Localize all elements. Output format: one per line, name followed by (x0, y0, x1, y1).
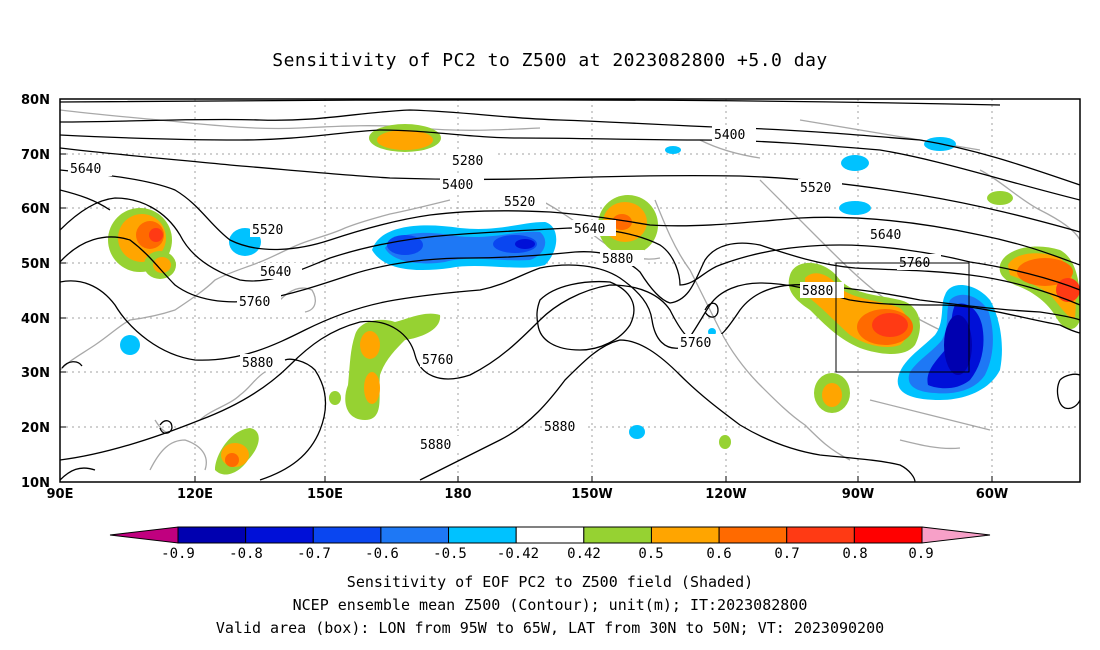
contour-label: 5400 (714, 128, 745, 143)
colorbar-label: -0.8 (229, 546, 263, 562)
colorbar-label: -0.7 (297, 546, 331, 562)
lon-label: 90W (842, 487, 874, 502)
contour-labels: 5280 5400 5400 5520 5520 5520 5640 5640 … (68, 126, 941, 453)
map-title: Sensitivity of PC2 to Z500 at 2023082800… (272, 50, 828, 71)
caption-line-1: Sensitivity of EOF PC2 to Z500 field (Sh… (346, 573, 754, 591)
lat-label: 60N (21, 202, 50, 217)
z500-contours (60, 99, 1080, 482)
colorbar-segment (380, 526, 450, 544)
colorbar-segment (583, 526, 652, 544)
contour-label: 5640 (70, 162, 101, 177)
contour-label: 5760 (680, 336, 711, 351)
contour-label: 5880 (420, 438, 451, 453)
colorbar-label: 0.8 (842, 546, 867, 562)
colorbar-label: -0.5 (433, 546, 467, 562)
contour-label: 5760 (239, 295, 270, 310)
colorbar-segment (786, 526, 855, 544)
valid-area-box (835, 262, 970, 373)
lat-label: 40N (21, 312, 50, 327)
caption-line-3: Valid area (box): LON from 95W to 65W, L… (215, 619, 885, 637)
colorbar-label: 0.7 (774, 546, 799, 562)
colorbar-segment (312, 526, 382, 544)
colorbar-segment (245, 526, 314, 544)
contour-label: 5520 (504, 195, 535, 210)
contour-label: 5400 (442, 178, 473, 193)
lon-label: 120E (177, 487, 213, 502)
lon-label: 150W (571, 487, 612, 502)
contour-label: 5880 (544, 420, 575, 435)
contour-label: 5640 (574, 222, 605, 237)
grid-lines (60, 99, 1080, 482)
lat-label: 20N (21, 421, 50, 436)
colorbar-segment (109, 526, 179, 544)
contour-label: 5880 (242, 356, 273, 371)
contour-label: 5280 (452, 154, 483, 169)
lat-label: 30N (21, 366, 50, 381)
caption-line-2: NCEP ensemble mean Z500 (Contour); unit(… (292, 596, 808, 614)
colorbar-label: -0.6 (365, 546, 399, 562)
contour-label: 5880 (602, 252, 633, 267)
contour-label: 5640 (870, 228, 901, 243)
axis-ticks (60, 98, 993, 482)
lon-label: 120W (705, 487, 746, 502)
colorbar-labels: -0.9 -0.8 -0.7 -0.6 -0.5 -0.42 0.42 0.5 … (161, 546, 934, 562)
lon-label: 150E (307, 487, 343, 502)
contour-label: 5640 (260, 265, 291, 280)
lon-label: 60W (976, 487, 1008, 502)
colorbar-label: 0.6 (706, 546, 731, 562)
sensitivity-map: 5280 5400 5400 5520 5520 5520 5640 5640 … (21, 93, 1081, 562)
lat-label: 80N (21, 93, 50, 108)
colorbar-segment (650, 526, 720, 544)
latitude-axis: 80N 70N 60N 50N 40N 30N 20N 10N (21, 93, 50, 491)
colorbar-label: -0.42 (497, 546, 539, 562)
colorbar-segment (853, 526, 923, 544)
lat-label: 50N (21, 257, 50, 272)
colorbar (109, 526, 991, 544)
colorbar-segment (718, 526, 788, 544)
longitude-axis: 90E 120E 150E 180 150W 120W 90W 60W (47, 487, 1009, 502)
colorbar-segment (448, 526, 517, 544)
colorbar-segment (921, 526, 991, 544)
contour-label: 5760 (422, 353, 453, 368)
lat-label: 10N (21, 476, 50, 491)
colorbar-label: 0.9 (908, 546, 933, 562)
contour-label: 5520 (252, 223, 283, 238)
colorbar-label: 0.5 (638, 546, 663, 562)
contour-label: 5880 (802, 284, 833, 299)
contour-label: 5520 (800, 181, 831, 196)
lat-label: 70N (21, 148, 50, 163)
colorbar-segment (177, 526, 247, 544)
plot-frame (59, 98, 1081, 483)
colorbar-label: 0.42 (567, 546, 601, 562)
lon-label: 90E (47, 487, 74, 502)
lon-label: 180 (444, 487, 471, 502)
colorbar-segment (515, 526, 585, 544)
colorbar-label: -0.9 (161, 546, 195, 562)
